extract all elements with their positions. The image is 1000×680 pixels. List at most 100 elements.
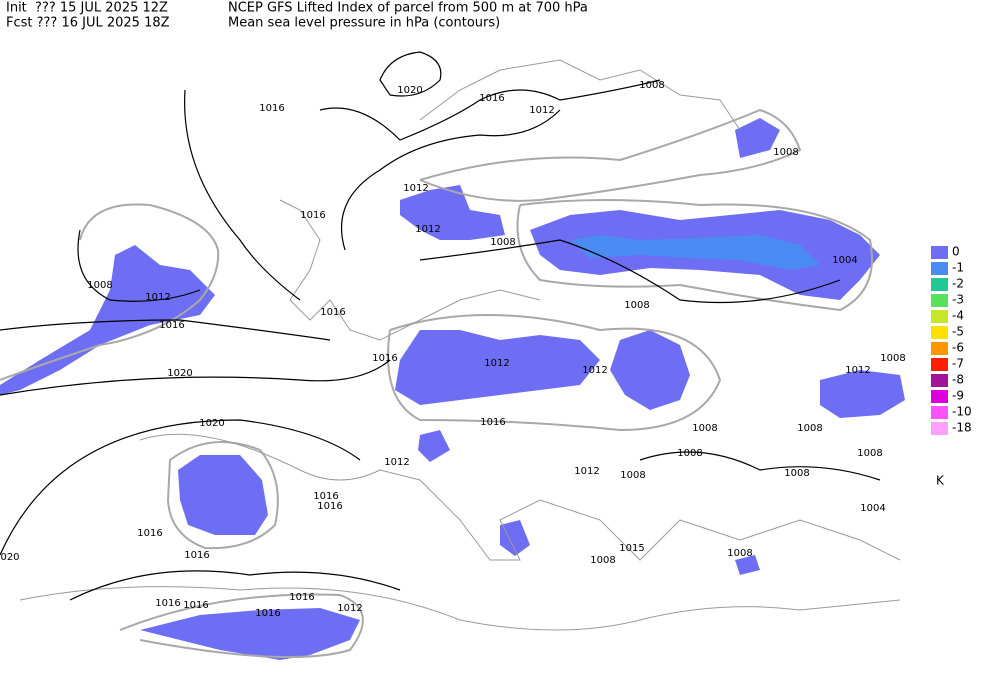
map-title: NCEP GFS Lifted Index of parcel from 500… xyxy=(228,1,588,16)
map-subtitle: Mean sea level pressure in hPa (contours… xyxy=(228,16,500,31)
contour-label: 1016 xyxy=(184,550,209,561)
contour-label: 1008 xyxy=(620,470,645,481)
instability-areas xyxy=(0,118,905,660)
contour-label: 1020 xyxy=(167,368,192,379)
contour-label: 1008 xyxy=(773,147,798,158)
li-area xyxy=(400,185,505,240)
contour-label: 1016 xyxy=(320,307,345,318)
legend-swatch xyxy=(931,374,948,387)
contour-label: 1020 xyxy=(397,85,422,96)
contour-label: 1016 xyxy=(183,600,208,611)
legend-swatch xyxy=(931,342,948,355)
legend: 0 -1 -2 -3 -4 -5 -6 -7 -8 -9 -10 -18 xyxy=(931,245,972,435)
contour-label: 1008 xyxy=(624,300,649,311)
legend-label: -6 xyxy=(952,341,964,355)
isobar xyxy=(379,51,442,97)
coastline xyxy=(19,586,901,631)
legend-swatch xyxy=(931,422,948,435)
contour-label: 1016 xyxy=(137,528,162,539)
contour-label: 1008 xyxy=(880,353,905,364)
forecast-time: Fcst ??? 16 JUL 2025 18Z xyxy=(6,16,170,31)
contour-label: 1004 xyxy=(832,255,857,266)
legend-swatch xyxy=(931,278,948,291)
contour-label: 020 xyxy=(0,552,19,563)
legend-swatch xyxy=(931,310,948,323)
isobar xyxy=(184,89,301,301)
contour-label: 1008 xyxy=(857,448,882,459)
contour-label: 1008 xyxy=(590,555,615,566)
legend-label: -3 xyxy=(952,293,964,307)
li-area xyxy=(418,430,450,462)
li-area xyxy=(0,245,215,395)
legend-unit: K xyxy=(936,474,945,488)
coastlines xyxy=(19,59,901,631)
legend-swatch xyxy=(931,406,948,419)
isobar xyxy=(0,319,331,341)
isobar xyxy=(419,239,841,304)
legend-label: -5 xyxy=(952,325,964,339)
contour-label: 1016 xyxy=(255,608,280,619)
isobar xyxy=(0,359,391,396)
contour-label: 1016 xyxy=(313,491,338,502)
contour-line xyxy=(419,108,802,202)
contour-label: 1008 xyxy=(87,280,112,291)
contour-labels: 1020 1016 1012 1008 1016 1008 1012 1016 1012 1008… xyxy=(0,80,905,619)
isobar xyxy=(341,109,561,251)
contour-label: 1004 xyxy=(860,503,885,514)
contour-label: 1008 xyxy=(797,423,822,434)
contour-label: 1012 xyxy=(403,183,428,194)
isobar xyxy=(639,451,881,481)
legend-swatch xyxy=(931,358,948,371)
li-area xyxy=(395,330,600,405)
contour-label: 1016 xyxy=(159,320,184,331)
contour-label: 1008 xyxy=(639,80,664,91)
coastline xyxy=(139,433,901,561)
contour-label: 1015 xyxy=(619,543,644,554)
legend-swatch xyxy=(931,390,948,403)
li-area xyxy=(735,555,760,575)
legend-label: -10 xyxy=(952,405,972,419)
contour-label: 1012 xyxy=(384,457,409,468)
contour-label: 1012 xyxy=(582,365,607,376)
legend-label: -2 xyxy=(952,277,964,291)
legend-swatch xyxy=(931,246,948,259)
legend-label: -7 xyxy=(952,357,964,371)
contour-line xyxy=(387,314,722,432)
contour-label: 1012 xyxy=(337,603,362,614)
contour-label: 1020 xyxy=(199,418,224,429)
contour-label: 1016 xyxy=(289,592,314,603)
li-area xyxy=(570,235,820,270)
isobar xyxy=(0,419,361,556)
coastline xyxy=(419,59,741,131)
contour-line xyxy=(516,199,873,312)
legend-swatch xyxy=(931,326,948,339)
contour-label: 1012 xyxy=(845,365,870,376)
li-area xyxy=(735,118,780,158)
contour-label: 1012 xyxy=(145,292,170,303)
contour-label: 1008 xyxy=(677,448,702,459)
contour-label: 1016 xyxy=(300,210,325,221)
li-area xyxy=(140,608,360,660)
contour-label: 1008 xyxy=(727,548,752,559)
contour-label: 1016 xyxy=(259,103,284,114)
isobar xyxy=(319,79,661,141)
li-area xyxy=(500,520,530,556)
legend-label: -8 xyxy=(952,373,964,387)
legend-label: 0 xyxy=(952,245,960,259)
li-area xyxy=(610,330,690,410)
legend-label: -1 xyxy=(952,261,964,275)
coastline xyxy=(279,199,541,341)
isobar xyxy=(69,570,401,601)
isobars xyxy=(0,51,881,601)
contour-label: 1012 xyxy=(484,358,509,369)
li-area xyxy=(820,370,905,418)
contour-label: 1008 xyxy=(784,468,809,479)
init-time: Init ??? 15 JUL 2025 12Z xyxy=(6,1,168,16)
legend-label: -4 xyxy=(952,309,964,323)
contour-label: 1012 xyxy=(529,105,554,116)
legend-swatch xyxy=(931,294,948,307)
isobar xyxy=(77,229,201,302)
contour-line xyxy=(0,203,220,381)
contour-line xyxy=(119,593,364,659)
contour-label: 1016 xyxy=(155,598,180,609)
